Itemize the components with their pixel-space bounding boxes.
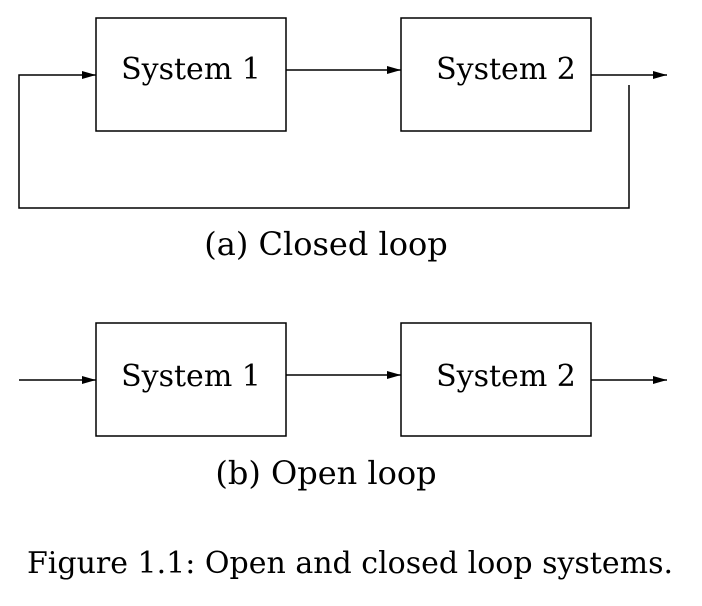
open-loop-system2-label: System 2 (436, 359, 576, 394)
open-loop-caption: (b) Open loop (215, 454, 436, 492)
closed-loop-system1-label: System 1 (121, 52, 261, 87)
closed-loop-diagram: System 1 System 2 (a) Closed loop (18, 17, 667, 263)
closed-loop-feedback-path (18, 71, 630, 209)
closed-loop-system2-label: System 2 (436, 52, 576, 87)
open-loop-system1-label: System 1 (121, 359, 261, 394)
closed-loop-caption: (a) Closed loop (204, 225, 447, 263)
open-loop-diagram: System 1 System 2 (b) Open loop (19, 322, 667, 492)
figure-caption: Figure 1.1: Open and closed loop systems… (27, 546, 673, 581)
